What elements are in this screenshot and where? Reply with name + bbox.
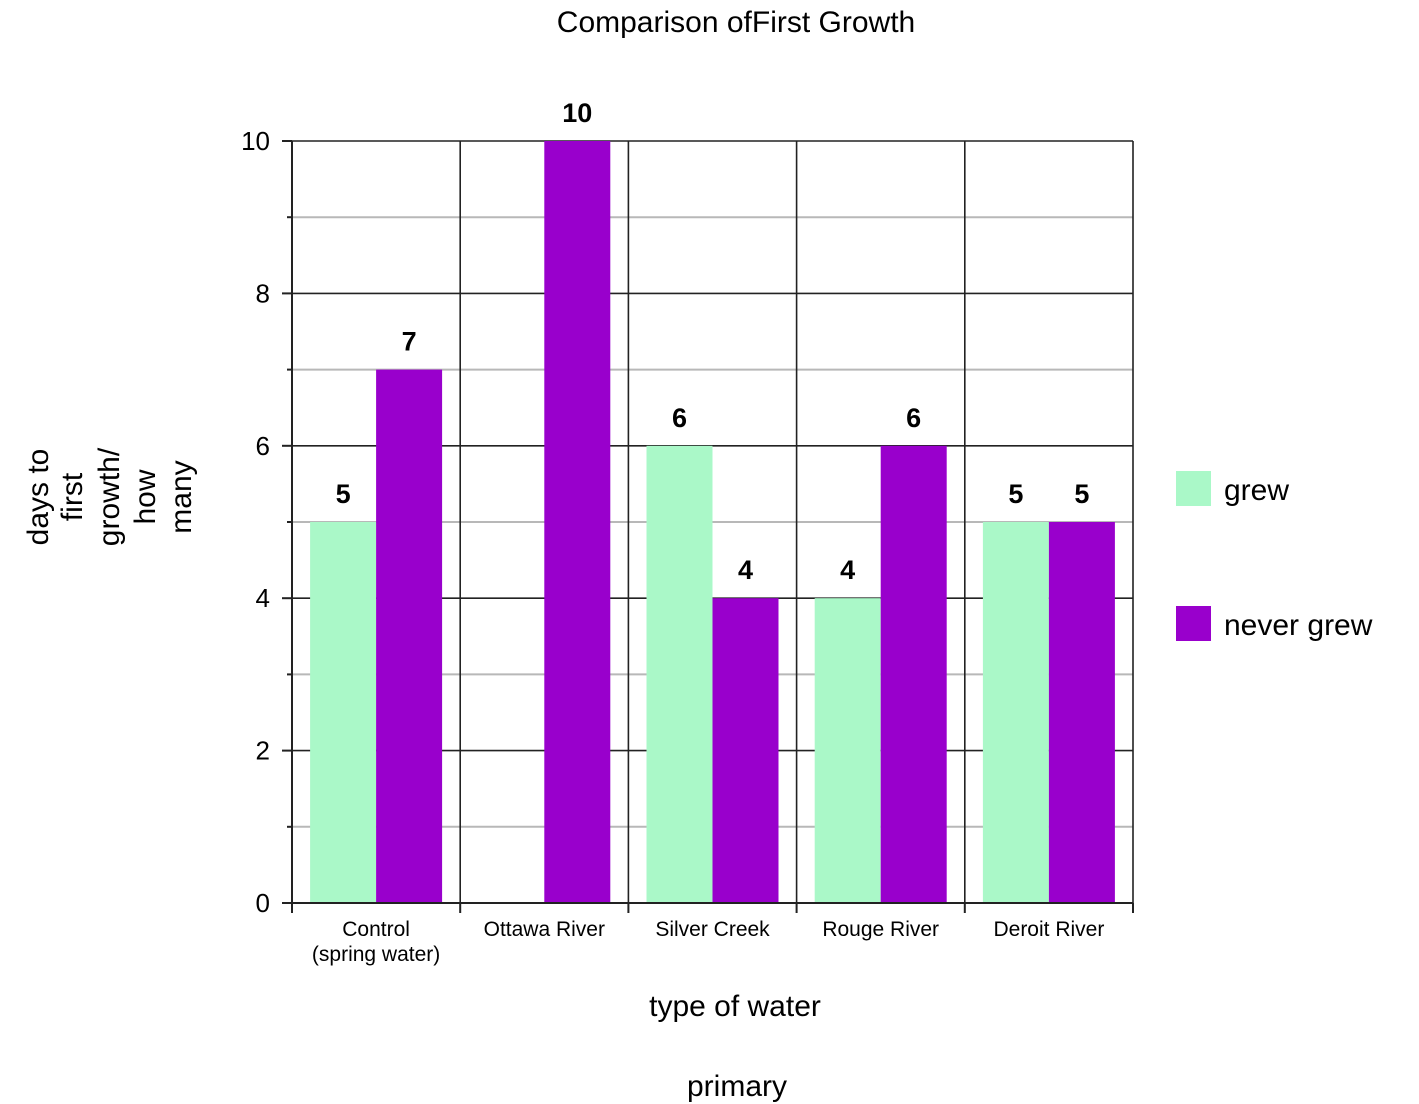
- bar: [376, 369, 443, 904]
- bar: [1048, 522, 1115, 903]
- bar: [544, 141, 611, 903]
- category-label: Deroit River: [993, 918, 1104, 941]
- data-label: 5: [336, 479, 351, 509]
- bar: [880, 445, 947, 903]
- axes: [282, 140, 1134, 913]
- legend-label: grew: [1224, 474, 1289, 507]
- x-category-labels: Control (spring water) Ottawa River Silver …: [312, 918, 1104, 966]
- bar: [310, 522, 377, 903]
- data-label: 4: [738, 555, 753, 585]
- y-axis-title-line: days to: [22, 449, 55, 546]
- data-label: 5: [1074, 479, 1089, 509]
- bar: [982, 522, 1049, 903]
- category-label: Rouge River: [822, 918, 939, 941]
- data-labels: 5 7 10 6 4 4 6 5 5: [336, 98, 1090, 585]
- y-axis-title: days to first growth/how many: [22, 447, 198, 546]
- chart-title: Comparison ofFirst Growth: [557, 6, 915, 39]
- bar: [814, 598, 881, 903]
- y-axis-title-line: first: [56, 472, 89, 521]
- y-axis-title-line: many: [165, 460, 198, 533]
- y-tick-label: 6: [256, 431, 270, 461]
- y-axis-title-line: growth/: [93, 447, 126, 546]
- data-label: 6: [906, 403, 921, 433]
- data-label: 6: [672, 403, 687, 433]
- data-label: 10: [562, 98, 592, 128]
- data-label: 4: [840, 555, 855, 585]
- category-label: Silver Creek: [655, 918, 770, 941]
- y-tick-label: 0: [256, 888, 270, 918]
- y-tick-label: 2: [256, 736, 270, 766]
- legend-swatch: [1176, 471, 1211, 506]
- footer-text: primary: [687, 1070, 787, 1103]
- legend-swatch: [1176, 606, 1211, 641]
- legend-label: never grew: [1224, 609, 1373, 642]
- bars: [310, 141, 1115, 904]
- x-axis-title: type of water: [649, 990, 821, 1023]
- bar: [712, 598, 779, 903]
- data-label: 7: [402, 327, 417, 357]
- bar: [646, 445, 713, 903]
- category-label: Control (spring water): [312, 918, 440, 966]
- y-axis-title-line: how: [129, 469, 162, 524]
- y-tick-label: 8: [256, 278, 270, 308]
- legend: grew never grew: [1176, 471, 1373, 642]
- y-tick-labels: 0 2 4 6 8 10: [241, 126, 270, 918]
- y-tick-label: 4: [256, 583, 270, 613]
- data-label: 5: [1008, 479, 1023, 509]
- y-tick-label: 10: [241, 126, 270, 156]
- category-label: Ottawa River: [484, 918, 605, 941]
